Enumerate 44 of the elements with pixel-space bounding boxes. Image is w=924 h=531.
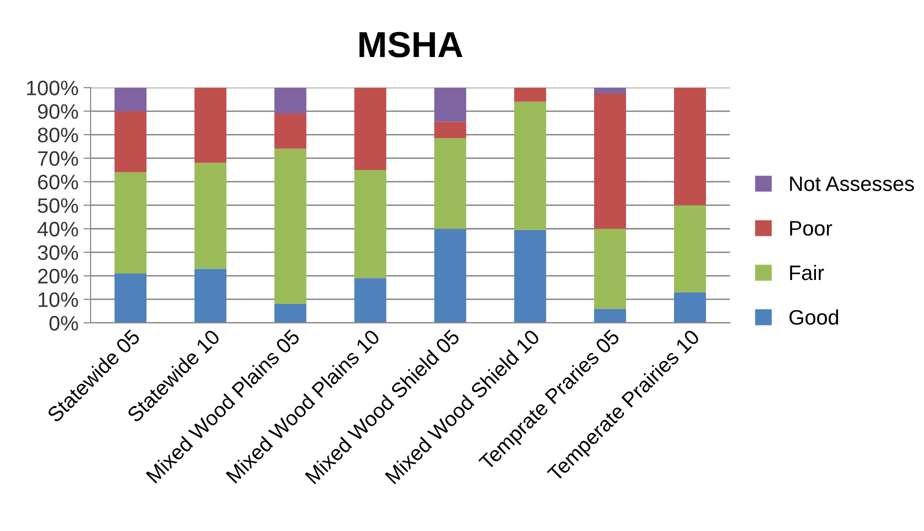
bar: [354, 88, 386, 170]
bar: [194, 268, 226, 323]
bar: [674, 88, 706, 206]
bar: [434, 228, 466, 323]
legend-label: Good: [789, 309, 838, 325]
y-tick-label: 100%: [27, 80, 78, 96]
bar: [514, 88, 546, 102]
y-tick-label: 90%: [38, 104, 78, 119]
bar: [274, 148, 306, 304]
bar: [274, 113, 306, 149]
bar: [194, 162, 226, 269]
bar: [114, 172, 146, 274]
bar: [114, 88, 146, 112]
y-tick-label: 0%: [49, 316, 78, 331]
y-tick-label: 10%: [38, 292, 78, 308]
y-tick-label: 60%: [38, 174, 78, 190]
bar: [114, 273, 146, 323]
bar: [274, 88, 306, 114]
legend-label: Fair: [790, 264, 824, 280]
y-tick-label: 40%: [38, 222, 78, 237]
bar: [514, 102, 546, 230]
bar: [674, 205, 706, 292]
bar: [114, 111, 146, 172]
legend-label: Not Assesses: [790, 176, 914, 192]
legend-label: Poor: [790, 221, 832, 236]
y-tick-label: 50%: [38, 198, 78, 213]
bar: [194, 88, 226, 163]
bar: [514, 230, 546, 323]
bar: [434, 88, 466, 122]
y-tick-label: 30%: [38, 245, 78, 260]
y-tick-label: 80%: [38, 128, 78, 142]
bar: [434, 122, 466, 138]
bar: [354, 170, 386, 278]
chart-title: MSHA: [360, 32, 462, 58]
bar: [674, 292, 706, 323]
bar: [594, 93, 626, 229]
bar: [594, 228, 626, 309]
bar: [594, 88, 626, 94]
y-tick-label: 20%: [38, 268, 78, 284]
y-tick-label: 70%: [38, 151, 78, 166]
bar: [274, 304, 306, 323]
bar: [354, 278, 386, 323]
bar: [434, 138, 466, 229]
bar: [594, 308, 626, 323]
